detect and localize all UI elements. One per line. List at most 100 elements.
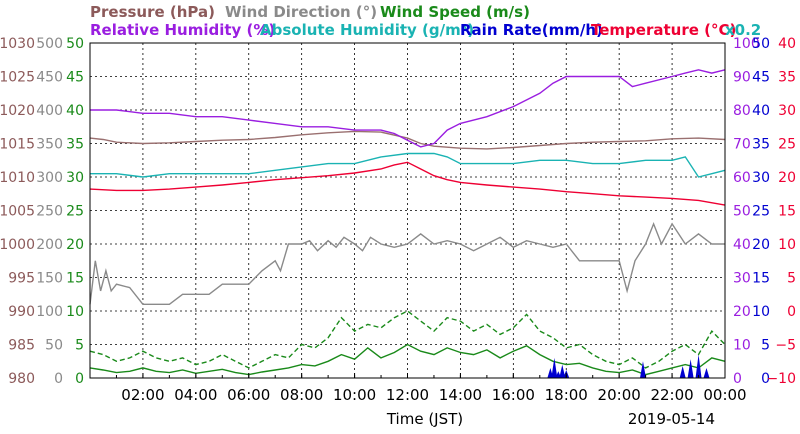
series-line-0 <box>89 130 726 150</box>
rain-tick: 0 <box>761 371 770 387</box>
x-tick-label: 22:00 <box>650 386 693 404</box>
pressure-tick: 995 <box>8 271 35 287</box>
wind-dir-tick: 250 <box>36 204 63 220</box>
temperature-tick: −10 <box>766 371 796 387</box>
wind-dir-tick: 100 <box>36 304 63 320</box>
temperature-tick: 10 <box>778 237 796 253</box>
wind-dir-tick: 500 <box>36 36 63 52</box>
wind-speed-tick: 40 <box>66 103 84 119</box>
rain-tick: 50 <box>752 36 770 52</box>
rain-tick: 20 <box>752 237 770 253</box>
wind-speed-tick: 30 <box>66 170 84 186</box>
rain-tick: 5 <box>761 338 770 354</box>
x-tick-label: 20:00 <box>598 386 641 404</box>
wind-speed-tick: 20 <box>66 237 84 253</box>
rain-bar <box>559 364 566 378</box>
humidity-tick: 0 <box>733 371 742 387</box>
wind-dir-tick: 450 <box>36 70 63 86</box>
chart-title-1: Wind Direction (°) <box>225 3 377 21</box>
x-tick-label: 04:00 <box>174 386 217 404</box>
humidity-tick: 30 <box>733 271 751 287</box>
chart-title-4: Absolute Humidity (g/m³) <box>260 21 474 39</box>
pressure-tick: 1015 <box>0 137 35 153</box>
chart-title-7: x0.2 <box>725 21 761 39</box>
rain-tick: 10 <box>752 304 770 320</box>
x-tick-label: 18:00 <box>545 386 588 404</box>
x-tick-label: 12:00 <box>386 386 429 404</box>
series-line-1 <box>89 221 725 305</box>
temperature-tick: 0 <box>787 304 796 320</box>
chart-title-3: Relative Humidity (%) <box>90 21 275 39</box>
humidity-tick: 70 <box>733 137 751 153</box>
rain-tick: 45 <box>752 70 770 86</box>
pressure-tick: 1005 <box>0 204 35 220</box>
rain-tick: 25 <box>752 204 770 220</box>
wind-dir-tick: 0 <box>54 371 63 387</box>
humidity-tick: 80 <box>733 103 751 119</box>
wind-speed-tick: 35 <box>66 137 84 153</box>
x-tick-label: 10:00 <box>333 386 376 404</box>
grid-lines <box>90 43 725 378</box>
pressure-tick: 990 <box>8 304 35 320</box>
wind-speed-tick: 0 <box>75 371 84 387</box>
series-line-6 <box>89 161 726 206</box>
wind-speed-tick: 15 <box>66 271 84 287</box>
wind-dir-tick: 150 <box>36 271 63 287</box>
chart-title-5: Rain Rate(mm/h) <box>460 21 603 39</box>
date-label: 2019-05-14 <box>628 410 715 428</box>
series-line-5 <box>90 152 726 178</box>
rain-bar <box>639 361 646 378</box>
chart-titles: Pressure (hPa) Wind Direction (°) Wind Spe… <box>90 3 761 39</box>
pressure-tick: 1010 <box>0 170 35 186</box>
pressure-tick: 1000 <box>0 237 35 253</box>
wind-dir-tick: 50 <box>45 338 63 354</box>
wind-dir-tick: 350 <box>36 137 63 153</box>
chart-title-2: Wind Speed (m/s) <box>380 3 530 21</box>
wind-speed-tick: 50 <box>66 36 84 52</box>
series-line-3 <box>89 310 726 369</box>
rain-tick: 40 <box>752 103 770 119</box>
x-tick-label: 16:00 <box>492 386 535 404</box>
wind-speed-tick: 10 <box>66 304 84 320</box>
rain-tick: 30 <box>752 170 770 186</box>
x-tick-label: 08:00 <box>280 386 323 404</box>
series-line-4 <box>90 69 726 148</box>
x-tick-label: 14:00 <box>439 386 482 404</box>
humidity-tick: 10 <box>733 338 751 354</box>
temperature-tick: 25 <box>778 137 796 153</box>
plot-area <box>89 42 726 379</box>
rain-bar <box>703 367 710 378</box>
wind-speed-tick: 25 <box>66 204 84 220</box>
left-axes: 1030102510201015101010051000995990985980… <box>0 36 95 387</box>
temperature-tick: −5 <box>775 338 796 354</box>
humidity-tick: 90 <box>733 70 751 86</box>
wind-speed-tick: 5 <box>75 338 84 354</box>
pressure-tick: 985 <box>8 338 35 354</box>
humidity-tick: 50 <box>733 204 751 220</box>
temperature-tick: 15 <box>778 204 796 220</box>
rain-bar <box>695 354 702 378</box>
pressure-tick: 980 <box>8 371 35 387</box>
temperature-tick: 40 <box>778 36 796 52</box>
rain-tick: 15 <box>752 271 770 287</box>
rain-bar <box>551 357 558 378</box>
temperature-tick: 35 <box>778 70 796 86</box>
rain-bar <box>687 359 694 378</box>
temperature-tick: 30 <box>778 103 796 119</box>
chart-title-0: Pressure (hPa) <box>90 3 215 21</box>
temperature-tick: 5 <box>787 271 796 287</box>
wind-dir-tick: 200 <box>36 237 63 253</box>
wind-speed-tick: 45 <box>66 70 84 86</box>
x-tick-label: 06:00 <box>227 386 270 404</box>
humidity-tick: 60 <box>733 170 751 186</box>
pressure-tick: 1030 <box>0 36 35 52</box>
wind-dir-tick: 300 <box>36 170 63 186</box>
rain-bar <box>679 365 686 378</box>
pressure-tick: 1020 <box>0 103 35 119</box>
chart-title-6: Temperature (°C) <box>591 21 736 39</box>
x-axis: 02:00 04:00 06:00 08:00 10:00 12:00 14:00 16:00… <box>115 373 747 404</box>
temperature-tick: 20 <box>778 170 796 186</box>
x-tick-label: 00:00 <box>703 386 746 404</box>
wind-dir-tick: 400 <box>36 103 63 119</box>
